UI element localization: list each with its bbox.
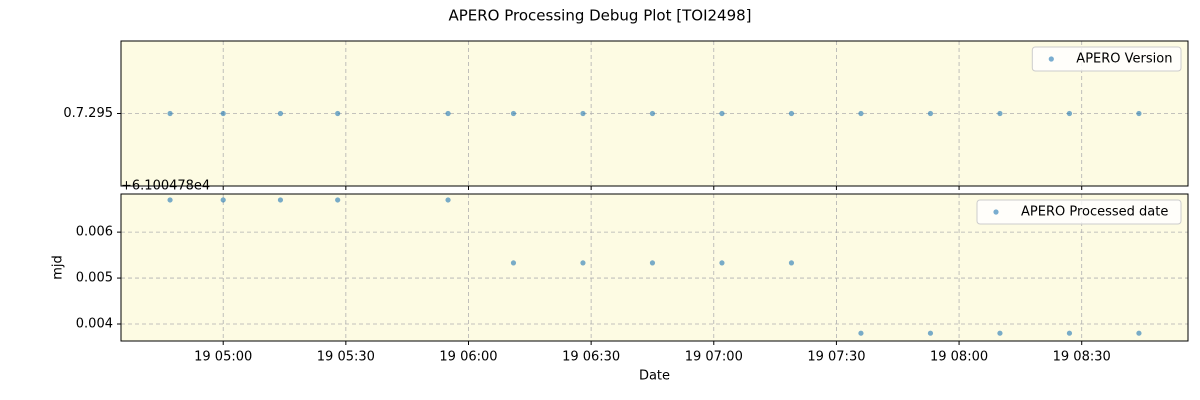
point bbox=[649, 110, 656, 117]
x-tick-label: 19 07:30 bbox=[807, 350, 865, 365]
point bbox=[858, 110, 864, 117]
point bbox=[580, 110, 586, 117]
legend-marker bbox=[1048, 56, 1054, 62]
point bbox=[220, 110, 226, 117]
x-tick-label: 19 05:00 bbox=[194, 350, 252, 365]
x-tick-label: 19 06:00 bbox=[439, 350, 497, 365]
axes-frame bbox=[120, 193, 1189, 342]
point bbox=[997, 330, 1003, 336]
point bbox=[335, 110, 341, 117]
y-tick-label: 0.005 bbox=[76, 271, 113, 286]
point bbox=[510, 260, 517, 266]
point bbox=[167, 110, 173, 117]
point bbox=[788, 260, 795, 266]
point bbox=[167, 197, 173, 203]
point bbox=[719, 110, 725, 117]
point bbox=[580, 260, 586, 266]
y-tick-label: 0.006 bbox=[76, 225, 113, 240]
offset-label: +6.100478e4 bbox=[121, 179, 210, 194]
y-axis-label: mjd bbox=[51, 255, 66, 280]
x-axis-label: Date bbox=[639, 369, 670, 384]
point bbox=[719, 260, 725, 266]
point bbox=[788, 110, 795, 117]
point bbox=[1136, 110, 1142, 117]
point bbox=[858, 330, 864, 336]
point bbox=[1136, 330, 1142, 336]
point bbox=[1066, 330, 1073, 336]
x-tick-label: 19 06:30 bbox=[562, 350, 620, 365]
legend-marker bbox=[993, 209, 999, 215]
y-tick-label: 0.004 bbox=[76, 317, 113, 332]
legend-label: APERO Processed date bbox=[1021, 205, 1168, 220]
x-tick-label: 19 08:30 bbox=[1053, 350, 1111, 365]
point bbox=[220, 197, 226, 203]
point bbox=[927, 110, 934, 117]
point bbox=[335, 197, 341, 203]
point bbox=[510, 110, 517, 117]
point bbox=[927, 330, 934, 336]
x-tick-label: 19 05:30 bbox=[317, 350, 375, 365]
point bbox=[1066, 110, 1073, 117]
legend-box bbox=[976, 199, 1182, 225]
point bbox=[445, 110, 451, 117]
axes-frame bbox=[120, 40, 1189, 187]
x-tick-label: 19 07:00 bbox=[685, 350, 743, 365]
point bbox=[277, 110, 284, 117]
point bbox=[649, 260, 656, 266]
point bbox=[277, 197, 284, 203]
legend-box bbox=[1031, 46, 1182, 72]
point bbox=[445, 197, 451, 203]
x-tick-label: 19 08:00 bbox=[930, 350, 988, 365]
point bbox=[997, 110, 1003, 117]
y-tick-label: 0.7.295 bbox=[63, 106, 113, 121]
chart-title: APERO Processing Debug Plot [TOI2498] bbox=[448, 7, 751, 25]
legend-label: APERO Version bbox=[1076, 52, 1172, 67]
